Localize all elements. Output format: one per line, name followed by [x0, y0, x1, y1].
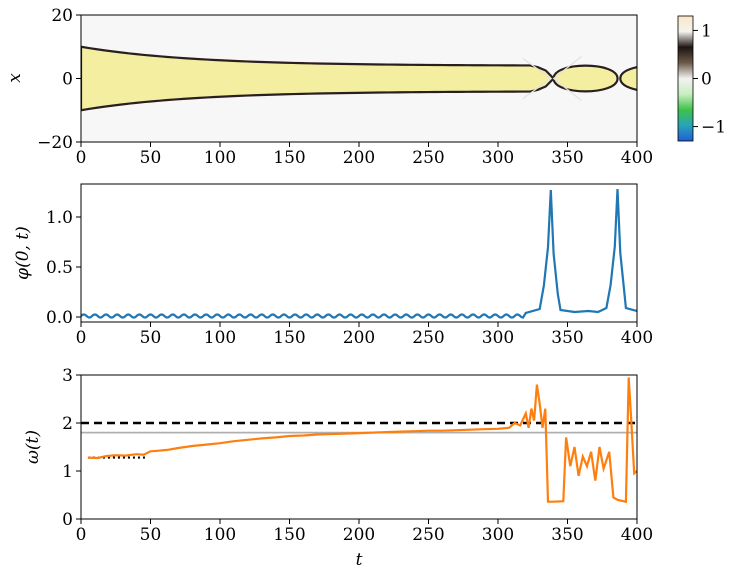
y-tick-label: 1	[62, 462, 73, 482]
x-tick-label: 200	[343, 148, 375, 168]
heatmap-fields	[81, 45, 637, 112]
x-tick-label: 300	[482, 525, 514, 545]
omega-x-label: t	[356, 550, 363, 570]
colorbar-ticks: 1 0 −1	[693, 21, 726, 138]
x-tick-label: 400	[621, 525, 653, 545]
omega-reference-lines	[81, 421, 637, 459]
omega-frame	[80, 374, 638, 520]
x-tick-label: 400	[621, 328, 653, 348]
x-tick-label: 0	[76, 525, 87, 545]
x-tick-label: 100	[204, 328, 236, 348]
y-tick-label: 0	[62, 510, 73, 530]
x-tick-label: 250	[412, 328, 444, 348]
x-tick-label: 100	[204, 148, 236, 168]
heatmap-y-label: x	[5, 73, 25, 83]
x-tick-label: 300	[482, 148, 514, 168]
x-tick-label: 50	[140, 328, 162, 348]
x-tick-label: 250	[412, 148, 444, 168]
y-tick-label: −20	[37, 133, 73, 153]
y-tick-label: 1.0	[46, 208, 73, 228]
colorbar-tick-label: −1	[701, 118, 726, 138]
omega-y-label: ω(t)	[23, 430, 43, 464]
heatmap-y-ticks: 20 0 −20	[37, 6, 81, 153]
omega-series-line	[87, 377, 637, 504]
heatmap-field-bubble	[552, 64, 619, 93]
omega-panel: 0 50 100 150 200 250 300 350 400 0 1 2 3 ω(t) t	[23, 366, 653, 570]
x-tick-label: 150	[273, 328, 305, 348]
x-tick-label: 200	[343, 525, 375, 545]
omega-y-ticks: 0 1 2 3	[62, 366, 81, 530]
heatmap-field-bubble	[619, 66, 637, 91]
x-tick-label: 0	[76, 148, 87, 168]
colorbar-tick-label: 1	[701, 21, 712, 41]
phi-y-label: φ(0, t)	[13, 226, 33, 280]
x-tick-label: 300	[482, 328, 514, 348]
x-tick-label: 50	[140, 525, 162, 545]
x-tick-label: 50	[140, 148, 162, 168]
y-tick-label: 0	[62, 70, 73, 90]
omega-x-ticks: 0 50 100 150 200 250 300 350 400	[76, 519, 653, 545]
x-tick-label: 200	[343, 328, 375, 348]
y-tick-label: 2	[62, 414, 73, 434]
phi-x-ticks: 0 50 100 150 200 250 300 350 400	[76, 322, 653, 348]
y-tick-label: 3	[62, 366, 73, 386]
x-tick-label: 150	[273, 525, 305, 545]
heatmap-x-ticks: 0 50 100 150 200 250 300 350 400	[76, 142, 653, 168]
phi-y-ticks: 0.0 0.5 1.0	[46, 208, 81, 328]
x-tick-label: 350	[551, 328, 583, 348]
x-tick-label: 150	[273, 148, 305, 168]
colorbar-tick-label: 0	[701, 70, 712, 90]
x-tick-label: 350	[551, 525, 583, 545]
y-tick-label: 0.0	[46, 308, 73, 328]
x-tick-label: 350	[551, 148, 583, 168]
heatmap-panel: 0 50 100 150 200 250 300 350 400 200−20 x	[5, 6, 653, 168]
colorbar-bar	[677, 15, 694, 142]
x-tick-label: 0	[76, 328, 87, 348]
x-tick-label: 400	[621, 148, 653, 168]
heatmap-radiation	[522, 58, 552, 99]
x-tick-label: 250	[412, 525, 444, 545]
heatmap-field-tapering-band	[81, 45, 556, 112]
x-tick-label: 100	[204, 525, 236, 545]
heatmap-radiation	[552, 56, 582, 101]
phi-series-line	[81, 188, 637, 319]
colorbar: 1 0 −1	[677, 15, 726, 142]
y-tick-label: 0.5	[46, 258, 73, 278]
phi-panel: 0 50 100 150 200 250 300 350 400 0.0 0.5 1.0 φ(0, …	[13, 183, 653, 348]
y-tick-label: 20	[51, 6, 73, 26]
